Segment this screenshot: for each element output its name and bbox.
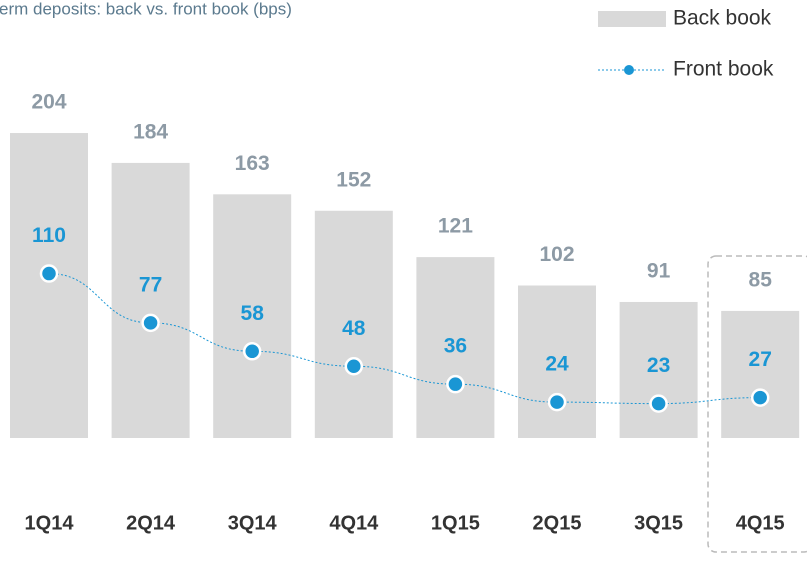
legend-swatch-bar [598,11,666,27]
bar [518,285,596,438]
highlight-box [707,255,807,553]
data-label: 102 [539,243,574,266]
x-tick-label: 1Q15 [431,512,480,534]
data-label: 121 [438,215,473,238]
bar [213,194,292,438]
data-label: 48 [342,317,366,340]
point [649,394,668,413]
bar [416,257,495,438]
legend-swatch-dot [624,65,634,75]
bar [10,133,88,438]
chart-title: erm deposits: back vs. front book (bps) [0,0,292,18]
data-label: 204 [31,91,66,114]
point [446,374,465,394]
legend-label: Back book [673,7,772,30]
point [547,392,567,412]
point [344,356,364,376]
point [242,342,262,361]
x-tick-label: 4Q15 [736,512,785,534]
data-label: 163 [235,152,270,175]
data-label: 24 [545,353,569,376]
point [39,264,59,283]
data-label: 36 [444,335,467,358]
bar [314,210,393,438]
data-label: 58 [241,302,265,325]
x-tick-label: 1Q14 [25,512,75,534]
point [141,313,160,333]
data-label: 110 [32,224,66,247]
data-label: 27 [749,348,772,371]
bar [721,310,800,438]
x-tick-label: 4Q14 [329,512,379,534]
data-label: 77 [139,273,162,296]
x-tick-label: 2Q15 [533,512,582,534]
x-tick-label: 3Q15 [634,512,683,534]
bar [619,301,698,438]
data-label: 91 [647,260,671,283]
bar [111,162,190,439]
x-tick-label: 3Q14 [228,512,278,534]
point [750,388,770,407]
data-label: 85 [749,268,773,291]
x-tick-label: 2Q14 [126,512,176,534]
data-label: 184 [133,120,168,143]
legend-label: Front book [673,58,774,81]
data-label: 23 [647,354,670,377]
data-label: 152 [336,168,371,191]
